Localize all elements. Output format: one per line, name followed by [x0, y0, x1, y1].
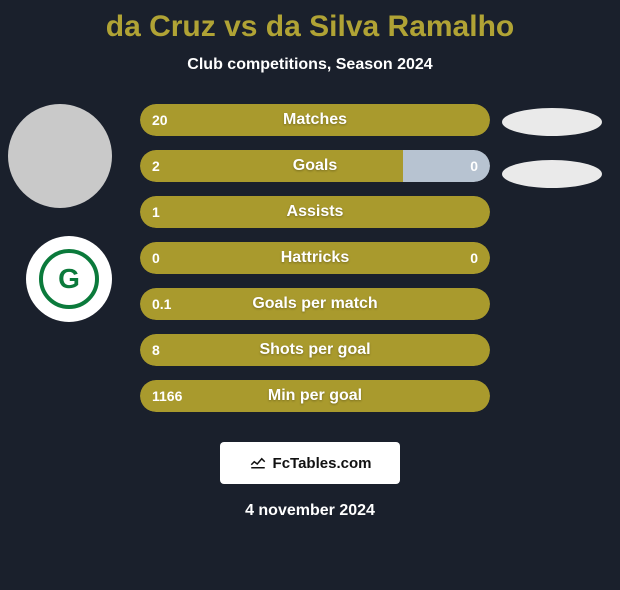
stat-label: Assists	[140, 196, 490, 228]
stat-rows: Matches20Goals20Assists1Hattricks00Goals…	[140, 104, 490, 426]
stat-row: Goals per match0.1	[140, 288, 490, 320]
stat-label: Min per goal	[140, 380, 490, 412]
stat-label: Shots per goal	[140, 334, 490, 366]
player1-team-logo: G	[26, 236, 112, 322]
player2-placeholder-1	[502, 160, 602, 188]
chart-icon	[249, 452, 267, 475]
stat-label: Goals	[140, 150, 490, 182]
stat-value-right: 0	[470, 242, 478, 274]
player1-avatar	[8, 104, 112, 208]
stat-value-left: 2	[152, 150, 160, 182]
player2-placeholder-0	[502, 108, 602, 136]
stat-value-right: 0	[470, 150, 478, 182]
stat-row: Goals2 0	[140, 150, 490, 182]
stat-value-left: 0	[152, 242, 160, 274]
stat-label: Matches	[140, 104, 490, 136]
stat-value-left: 0.1	[152, 288, 171, 320]
stat-row: Assists1	[140, 196, 490, 228]
stat-row: Shots per goal8	[140, 334, 490, 366]
stat-value-left: 8	[152, 334, 160, 366]
stat-value-left: 20	[152, 104, 168, 136]
stats-area: G Matches20Goals20Assists1Hattricks00Goa…	[0, 104, 620, 424]
stat-row: Min per goal1166	[140, 380, 490, 412]
stat-label: Goals per match	[140, 288, 490, 320]
stat-value-left: 1	[152, 196, 160, 228]
date-text: 4 november 2024	[0, 502, 620, 520]
brand-text: FcTables.com	[273, 455, 372, 472]
page-title: da Cruz vs da Silva Ramalho	[0, 10, 620, 44]
stat-label: Hattricks	[140, 242, 490, 274]
brand-box: FcTables.com	[220, 442, 400, 484]
stat-value-left: 1166	[152, 380, 182, 412]
stat-row: Hattricks0 0	[140, 242, 490, 274]
page-subtitle: Club competitions, Season 2024	[0, 56, 620, 74]
stat-row: Matches20	[140, 104, 490, 136]
team-logo-letter: G	[39, 249, 99, 309]
